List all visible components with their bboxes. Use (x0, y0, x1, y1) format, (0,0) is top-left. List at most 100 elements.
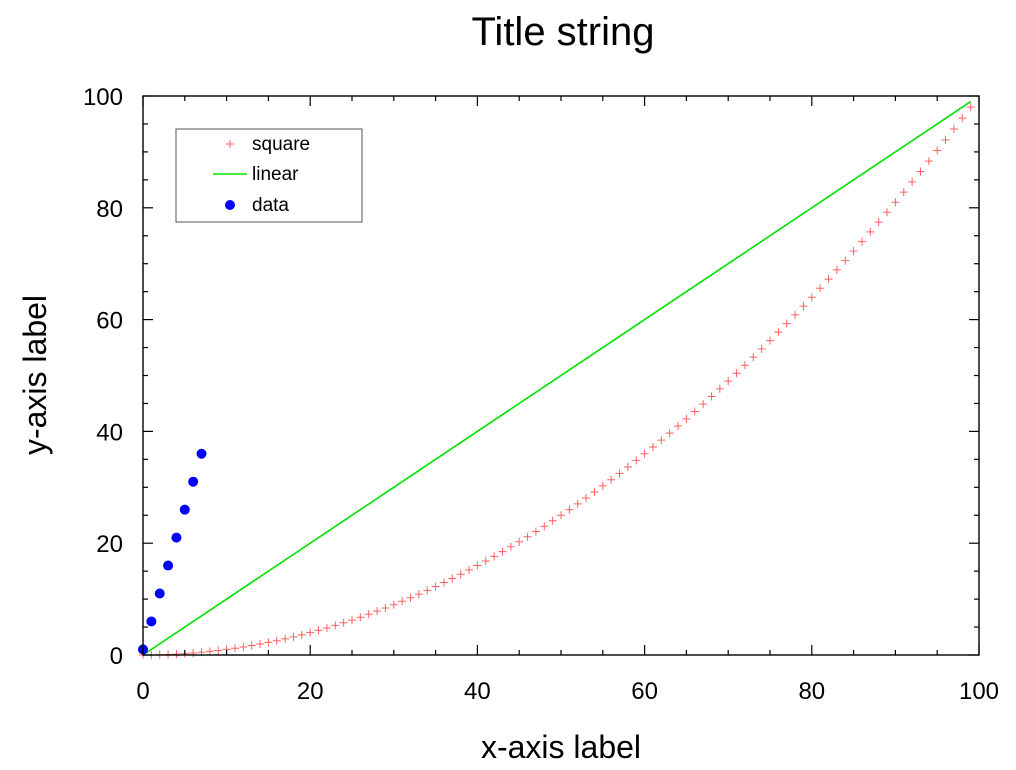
series-square (139, 103, 975, 659)
point-square-30 (389, 600, 398, 609)
point-square-49 (548, 516, 557, 525)
point-data-7 (196, 448, 207, 459)
axis-ticks: 0 20 40 60 80 100 0 20 40 60 80 100 (83, 84, 999, 705)
point-square-23 (331, 621, 340, 630)
point-square-89 (883, 208, 892, 217)
series-line-linear (142, 100, 972, 656)
point-data-3 (163, 560, 174, 571)
y-tick-label: 80 (96, 196, 123, 223)
legend-entry-square: square (226, 134, 310, 155)
point-square-6 (189, 648, 198, 657)
y-tick-label: 40 (96, 419, 123, 446)
x-tick-label: 60 (631, 678, 658, 705)
point-square-54 (590, 487, 599, 496)
point-square-17 (281, 634, 290, 643)
point-square-60 (640, 449, 649, 458)
point-square-61 (648, 442, 657, 451)
point-square-12 (239, 642, 248, 651)
point-square-69 (715, 384, 724, 393)
point-square-96 (941, 135, 950, 144)
point-square-87 (866, 227, 875, 236)
legend-label-data: data (252, 195, 289, 216)
point-square-90 (891, 198, 900, 207)
x-tick-label: 0 (136, 678, 149, 705)
point-square-98 (958, 114, 967, 123)
plot-area (138, 100, 975, 659)
point-square-40 (473, 561, 482, 570)
point-square-33 (414, 590, 423, 599)
point-square-58 (623, 462, 632, 471)
point-square-91 (899, 188, 908, 197)
point-square-52 (573, 499, 582, 508)
point-square-31 (398, 597, 407, 606)
y-tick-label: 100 (83, 84, 123, 111)
point-square-65 (682, 414, 691, 423)
point-square-39 (465, 565, 474, 574)
point-square-59 (632, 456, 641, 465)
point-square-48 (540, 522, 549, 531)
legend-swatch-square (226, 140, 234, 148)
point-square-28 (373, 607, 382, 616)
point-square-57 (615, 469, 624, 478)
point-square-36 (439, 578, 448, 587)
legend-label-square: square (252, 134, 310, 155)
point-square-77 (782, 319, 791, 328)
point-square-94 (924, 157, 933, 166)
series-linear (142, 100, 972, 656)
point-square-67 (699, 400, 708, 409)
y-tick-label: 20 (96, 531, 123, 558)
point-square-74 (757, 344, 766, 353)
point-square-56 (607, 475, 616, 484)
y-axis-title: y-axis label (17, 295, 53, 455)
point-data-5 (179, 504, 190, 515)
point-square-21 (314, 626, 323, 635)
point-square-15 (264, 638, 273, 647)
point-square-24 (339, 618, 348, 627)
point-square-66 (690, 407, 699, 416)
point-square-45 (515, 537, 524, 546)
point-square-9 (214, 646, 223, 655)
point-square-14 (256, 640, 265, 649)
point-square-34 (423, 586, 432, 595)
point-square-70 (724, 377, 733, 386)
point-square-50 (557, 511, 565, 520)
point-square-62 (657, 436, 666, 445)
point-square-85 (849, 247, 858, 256)
point-square-78 (791, 310, 800, 319)
point-square-64 (674, 422, 683, 431)
point-square-75 (766, 336, 774, 345)
point-square-53 (582, 493, 591, 502)
legend-swatch-data (225, 200, 235, 210)
point-square-29 (381, 603, 390, 612)
legend-entry-linear: linear (213, 164, 299, 185)
point-square-25 (348, 616, 356, 625)
series-data (138, 448, 207, 655)
point-data-4 (171, 532, 182, 543)
point-square-92 (908, 177, 917, 186)
x-tick-label: 80 (798, 678, 825, 705)
point-square-88 (874, 218, 883, 227)
point-square-84 (841, 256, 850, 265)
point-square-41 (481, 557, 490, 566)
point-square-79 (799, 302, 808, 311)
y-tick-label: 0 (110, 643, 123, 670)
legend-entry-data: data (225, 195, 289, 216)
point-square-18 (289, 632, 298, 641)
legend: square linear data (175, 128, 363, 223)
x-axis-title: x-axis label (481, 729, 641, 765)
point-square-42 (490, 552, 499, 561)
y-tick-label: 60 (96, 308, 123, 335)
point-square-73 (749, 353, 758, 362)
point-square-81 (816, 284, 825, 293)
point-square-80 (807, 293, 816, 302)
point-square-35 (431, 582, 440, 591)
point-square-51 (565, 505, 574, 514)
legend-label-linear: linear (252, 164, 299, 185)
point-data-2 (154, 588, 165, 599)
point-square-46 (523, 532, 532, 541)
point-square-11 (230, 644, 239, 653)
x-tick-label: 20 (297, 678, 324, 705)
point-square-71 (732, 369, 741, 378)
point-square-83 (832, 265, 841, 274)
